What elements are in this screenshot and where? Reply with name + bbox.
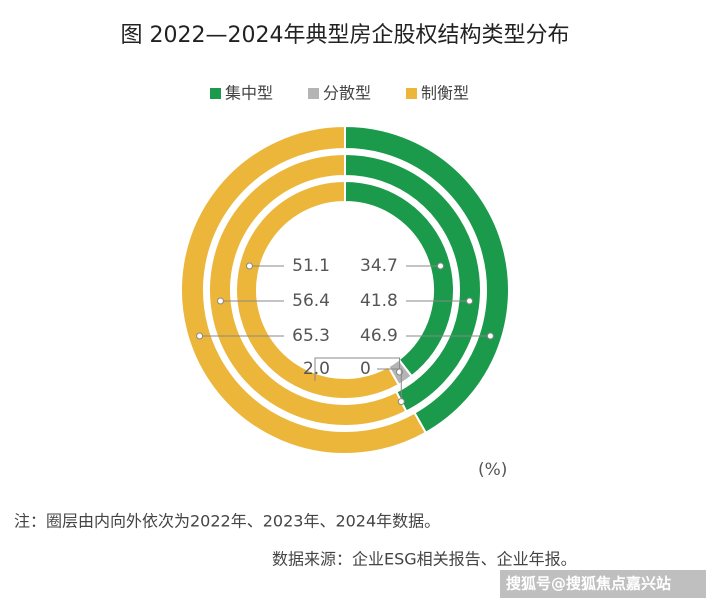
leader-dot — [196, 332, 204, 340]
leader-dot — [397, 398, 405, 406]
value-label: 56.4 — [292, 291, 330, 311]
legend-swatch — [308, 88, 319, 99]
value-label: 51.1 — [292, 256, 330, 276]
watermark-bg — [500, 570, 706, 598]
leader-dot — [437, 262, 445, 270]
leader-dot — [486, 332, 494, 340]
value-label: 46.9 — [360, 326, 398, 346]
legend-label: 分散型 — [323, 84, 371, 103]
leader-dot — [216, 297, 224, 305]
value-label: 41.8 — [360, 291, 398, 311]
ring-segment — [180, 124, 428, 455]
value-label: 0 — [360, 359, 371, 379]
legend-label: 集中型 — [225, 84, 273, 103]
source: 数据来源：企业ESG相关报告、企业年报。 — [272, 550, 577, 569]
leader-dot — [245, 262, 253, 270]
ring-segment — [208, 152, 408, 427]
legend-swatch — [406, 88, 417, 99]
value-label: 2.0 — [303, 359, 330, 379]
leader-line — [314, 357, 401, 381]
value-label: 65.3 — [292, 326, 330, 346]
ring-segment — [235, 179, 401, 400]
value-label: 34.7 — [360, 256, 398, 276]
leader-dot — [466, 297, 474, 305]
unit-label: (%) — [478, 460, 507, 480]
note: 注：圈层由内向外依次为2022年、2023年、2024年数据。 — [14, 512, 440, 531]
legend-label: 制衡型 — [421, 84, 469, 103]
legend-swatch — [210, 88, 221, 99]
leader-line — [377, 368, 402, 402]
chart-title: 图 2022—2024年典型房企股权结构类型分布 — [121, 23, 570, 48]
watermark: 搜狐号@搜狐焦点嘉兴站 — [506, 575, 671, 593]
